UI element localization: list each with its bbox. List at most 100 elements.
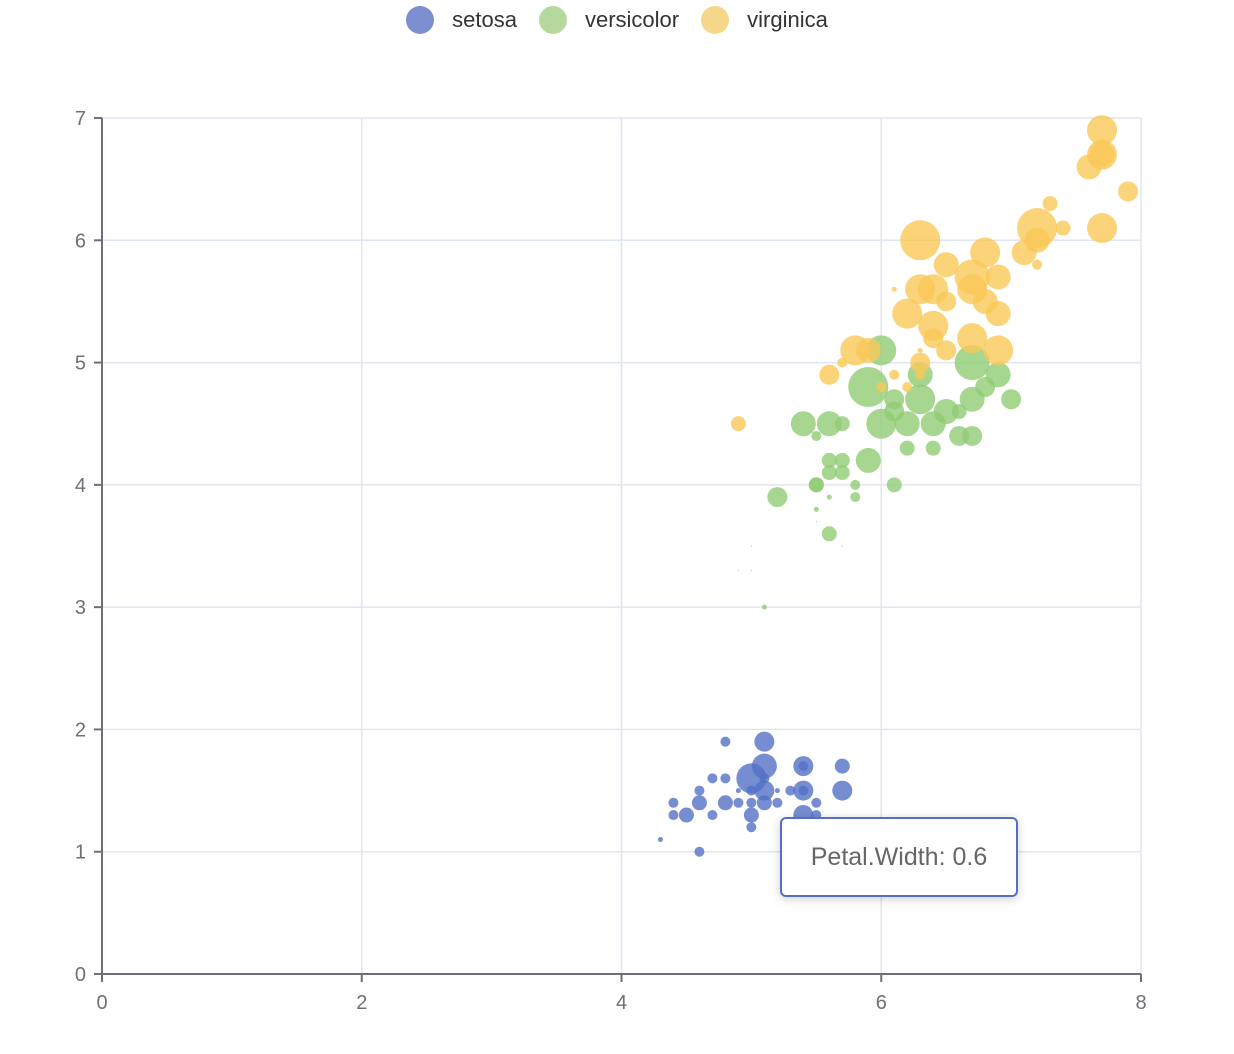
point-setosa[interactable] [657,836,663,842]
point-setosa[interactable] [720,773,731,784]
point-versicolor[interactable] [985,362,1011,388]
point-virginica[interactable] [1118,181,1139,202]
point-setosa[interactable] [798,785,809,796]
point-virginica[interactable] [876,382,887,393]
point-setosa[interactable] [754,780,775,801]
point-virginica[interactable] [985,264,1011,290]
point-virginica[interactable] [983,335,1014,366]
point-virginica[interactable] [1042,196,1058,212]
point-virginica[interactable] [1087,115,1118,146]
point-virginica[interactable] [954,259,990,295]
point-versicolor[interactable] [855,447,881,473]
point-versicolor[interactable] [750,569,752,572]
point-setosa[interactable] [746,785,757,796]
point-versicolor[interactable] [808,477,824,493]
point-setosa[interactable] [668,810,679,821]
point-virginica[interactable] [891,286,897,292]
point-versicolor[interactable] [821,526,837,542]
point-virginica[interactable] [900,220,941,261]
point-virginica[interactable] [936,340,957,361]
point-virginica[interactable] [892,298,923,329]
point-setosa[interactable] [774,788,780,794]
point-versicolor[interactable] [954,345,990,381]
point-setosa[interactable] [691,795,707,811]
point-setosa[interactable] [746,822,757,833]
point-versicolor[interactable] [933,398,959,424]
point-virginica[interactable] [1055,220,1071,236]
point-versicolor[interactable] [884,389,905,410]
point-setosa[interactable] [785,785,796,796]
point-virginica[interactable] [910,352,931,373]
point-setosa[interactable] [834,758,850,774]
point-versicolor[interactable] [899,440,915,456]
point-versicolor[interactable] [905,384,936,415]
point-versicolor[interactable] [850,492,861,503]
point-versicolor[interactable] [816,411,842,437]
point-setosa[interactable] [772,797,783,808]
point-virginica[interactable] [970,237,1001,268]
point-versicolor[interactable] [834,452,850,468]
point-versicolor[interactable] [737,569,739,572]
point-versicolor[interactable] [815,520,817,523]
point-versicolor[interactable] [821,452,837,468]
y-tick-label: 7 [75,108,86,130]
point-setosa[interactable] [694,846,705,857]
point-virginica[interactable] [1032,259,1043,270]
point-virginica[interactable] [1017,208,1058,249]
point-virginica[interactable] [889,369,900,380]
point-virginica[interactable] [918,310,949,341]
point-versicolor[interactable] [750,545,752,547]
point-setosa[interactable] [832,780,853,801]
point-versicolor[interactable] [841,545,843,547]
y-tick-label: 4 [75,475,86,497]
point-versicolor[interactable] [834,465,850,481]
point-versicolor[interactable] [834,416,850,432]
point-setosa[interactable] [694,785,705,796]
legend-item-virginica[interactable]: virginica [701,6,828,34]
point-setosa[interactable] [668,797,679,808]
point-virginica[interactable] [1087,139,1118,170]
point-versicolor[interactable] [886,477,902,493]
point-setosa[interactable] [707,773,718,784]
legend-item-versicolor[interactable]: versicolor [538,6,679,34]
point-virginica[interactable] [730,416,746,432]
point-virginica[interactable] [933,252,959,278]
point-versicolor[interactable] [925,440,941,456]
point-versicolor[interactable] [790,411,816,437]
point-virginica[interactable] [918,274,949,305]
legend-item-setosa[interactable]: setosa [406,6,517,34]
point-virginica[interactable] [902,382,913,393]
point-virginica[interactable] [855,337,881,363]
point-setosa[interactable] [733,797,744,808]
point-versicolor[interactable] [761,604,767,610]
point-virginica[interactable] [957,323,988,354]
point-versicolor[interactable] [813,506,819,512]
point-setosa[interactable] [720,736,731,747]
point-versicolor[interactable] [1001,389,1022,410]
point-versicolor[interactable] [962,425,983,446]
point-versicolor[interactable] [811,430,822,441]
point-virginica[interactable] [917,347,923,353]
point-versicolor[interactable] [848,367,889,408]
point-versicolor[interactable] [821,465,837,481]
x-tick-label: 6 [876,992,887,1014]
point-virginica[interactable] [915,369,926,380]
point-virginica[interactable] [1087,213,1118,244]
point-setosa[interactable] [746,797,757,808]
point-setosa[interactable] [759,773,770,784]
point-setosa[interactable] [743,807,759,823]
point-setosa[interactable] [678,807,694,823]
point-setosa[interactable] [798,761,809,772]
point-setosa[interactable] [751,753,777,779]
point-versicolor[interactable] [826,494,832,500]
point-versicolor[interactable] [850,479,861,490]
point-setosa[interactable] [735,788,741,794]
point-versicolor[interactable] [951,403,967,419]
point-versicolor[interactable] [767,487,788,508]
legend-swatch-versicolor [538,6,567,34]
point-setosa[interactable] [717,795,733,811]
point-setosa[interactable] [707,810,718,821]
point-setosa[interactable] [754,731,775,752]
point-virginica[interactable] [819,364,840,385]
point-setosa[interactable] [811,797,822,808]
